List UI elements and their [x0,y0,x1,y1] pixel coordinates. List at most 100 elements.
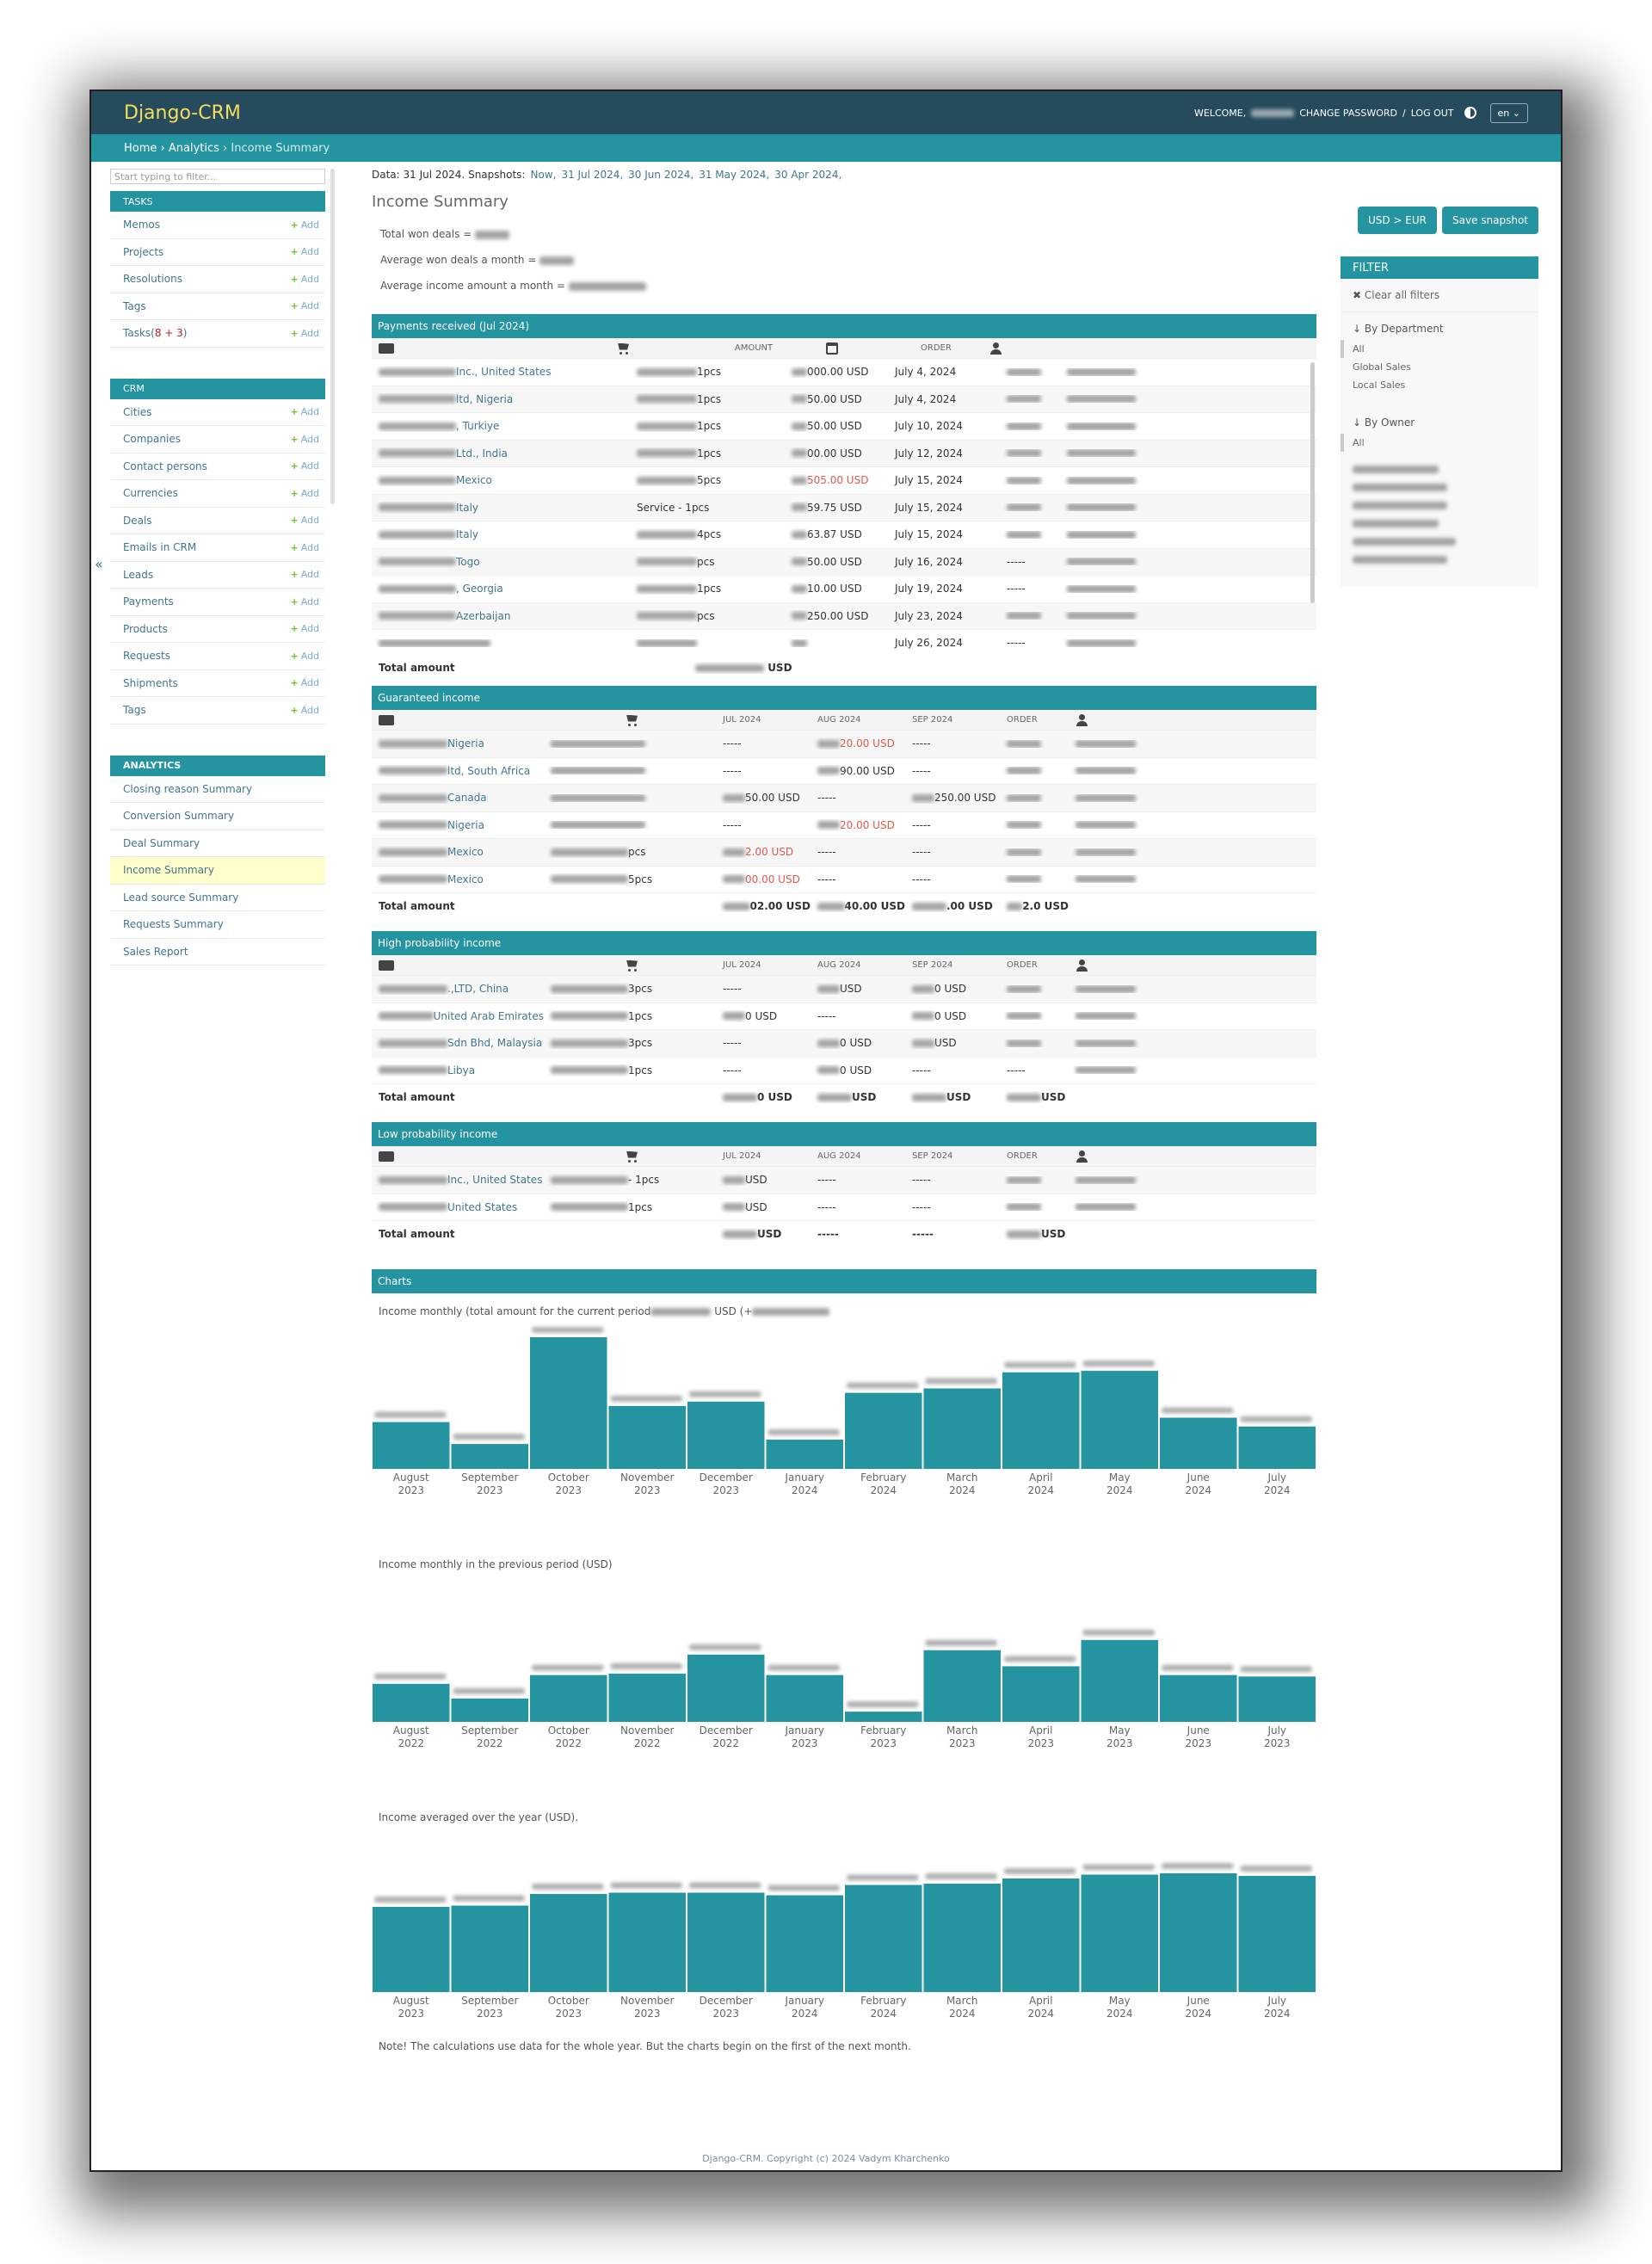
chart-bar[interactable] [1002,1373,1080,1469]
table-row[interactable]: ltd, Nigeria 1pcs 50.00 USD July 4, 2024 [372,386,1316,414]
owner-option-redacted[interactable] [1353,553,1526,565]
chart-bar[interactable] [1160,1675,1237,1722]
table-row[interactable]: Libya 1pcs ----- 0 USD ----- ----- [372,1058,1316,1085]
chart-bar[interactable] [1160,1873,1237,1992]
snapshot-link[interactable]: 31 May 2024, [699,169,769,181]
change-password-link[interactable]: CHANGE PASSWORD [1299,108,1397,119]
language-select[interactable]: en ⌄ [1490,103,1528,123]
chart-bar[interactable] [687,1893,765,1993]
chart-bar[interactable] [1082,1875,1159,1993]
company-cell[interactable]: ltd, Nigeria [372,393,630,405]
company-name[interactable]: Nigeria [447,819,484,831]
owner-option-redacted[interactable] [1353,517,1526,529]
company-cell[interactable] [372,639,630,647]
filter-option[interactable]: Local Sales [1341,376,1538,394]
add-link[interactable]: + Add [290,651,319,662]
company-name[interactable]: Canada [447,792,487,804]
add-link[interactable]: + Add [290,406,319,417]
snapshot-link[interactable]: 30 Apr 2024, [774,169,841,181]
company-cell[interactable]: , Georgia [372,583,630,595]
add-link[interactable]: + Add [290,219,319,231]
filter-option[interactable]: Global Sales [1341,358,1538,376]
add-link[interactable]: + Add [290,623,319,634]
snapshot-link[interactable]: 31 Jul 2024, [561,169,623,181]
add-link[interactable]: + Add [290,542,319,553]
company-name[interactable]: Nigeria [447,737,484,750]
table-row[interactable]: , Georgia 1pcs 10.00 USD July 19, 2024 ----- [372,576,1316,603]
sidebar-item[interactable]: Requests Summary [110,911,325,939]
add-link[interactable]: + Add [290,460,319,472]
sidebar-item[interactable]: Projects + Add [110,239,325,267]
company-name[interactable]: Mexico [456,474,492,486]
sidebar-item[interactable]: Deals + Add [110,508,325,535]
chart-bar[interactable] [1239,1676,1316,1722]
company-name[interactable]: United Arab Emirates [434,1010,544,1022]
chart-bar[interactable] [530,1894,607,1992]
sidebar-item[interactable]: Sales Report [110,939,325,966]
sidebar-item[interactable]: Tags + Add [110,697,325,725]
company-name[interactable]: ltd, South Africa [447,765,530,777]
chart-bar[interactable] [1002,1666,1080,1722]
company-cell[interactable]: Italy [372,502,630,514]
breadcrumb-home[interactable]: Home [124,142,157,155]
table-row[interactable]: Nigeria ----- 20.00 USD ----- [372,731,1316,758]
sidebar-item[interactable]: Shipments + Add [110,670,325,698]
table-row[interactable]: Ltd., India 1pcs 00.00 USD July 12, 2024 [372,441,1316,468]
sidebar-item[interactable]: Resolutions + Add [110,266,325,293]
sidebar-item[interactable]: Lead source Summary [110,885,325,912]
theme-toggle-icon[interactable] [1464,107,1476,119]
chart-bar[interactable] [845,1712,922,1722]
company-name[interactable]: Inc., United States [447,1174,542,1186]
company-name[interactable]: ltd, Nigeria [456,393,513,405]
table-scrollbar[interactable] [1310,362,1315,603]
company-name[interactable]: .,LTD, China [447,983,509,995]
company-name[interactable]: Togo [456,556,480,568]
chart-bar[interactable] [1082,1640,1159,1722]
company-cell[interactable]: Mexico [372,846,544,858]
snapshot-link[interactable]: Now, [530,169,556,181]
company-cell[interactable]: Inc., United States [372,1174,544,1186]
sidebar-item[interactable]: Leads + Add [110,562,325,589]
chart-bar[interactable] [530,1337,607,1469]
add-link[interactable]: + Add [290,705,319,716]
company-name[interactable]: United States [447,1201,517,1213]
table-row[interactable]: Inc., United States 1pcs 000.00 USD July 4,… [372,359,1316,386]
owner-option-redacted[interactable] [1353,463,1526,475]
chart-bar[interactable] [845,1393,922,1469]
currency-convert-button[interactable]: USD > EUR [1358,207,1437,234]
add-link[interactable]: + Add [290,300,319,312]
chart-bar[interactable] [687,1402,765,1469]
chart-bar[interactable] [767,1896,844,1993]
chart-bar[interactable] [1239,1876,1316,1992]
sidebar-item[interactable]: Payments + Add [110,589,325,616]
company-cell[interactable]: Italy [372,528,630,540]
table-row[interactable]: Sdn Bhd, Malaysia 3pcs ----- 0 USD USD [372,1030,1316,1058]
sidebar-item[interactable]: Tags + Add [110,293,325,321]
company-cell[interactable]: Togo [372,556,630,568]
company-cell[interactable]: Mexico [372,474,630,486]
chart-bar[interactable] [924,1650,1002,1722]
add-link[interactable]: + Add [290,274,319,285]
sidebar-item[interactable]: Tasks (8 + 3) + Add [110,320,325,348]
add-link[interactable]: + Add [290,328,319,339]
add-link[interactable]: + Add [290,596,319,608]
company-cell[interactable]: , Turkiye [372,420,630,432]
sidebar-item[interactable]: Memos + Add [110,212,325,239]
table-row[interactable]: Azerbaijan pcs 250.00 USD July 23, 2024 [372,603,1316,631]
table-row[interactable]: United States 1pcs USD ----- ----- [372,1194,1316,1222]
sidebar-scrollbar[interactable] [330,169,335,504]
company-name[interactable]: Mexico [447,846,484,858]
company-name[interactable]: , Turkiye [456,420,499,432]
chart-bar[interactable] [609,1893,687,1993]
add-link[interactable]: + Add [290,488,319,499]
chart-bar[interactable] [373,1907,450,1992]
sidebar-item[interactable]: Currencies + Add [110,480,325,508]
company-cell[interactable]: Libya [372,1064,544,1076]
table-row[interactable]: Italy Service - 1pcs 59.75 USD July 15, 202… [372,495,1316,522]
sidebar-item[interactable]: Conversion Summary [110,803,325,830]
company-cell[interactable]: Canada [372,792,544,804]
chart-bar[interactable] [924,1389,1002,1470]
breadcrumb-analytics[interactable]: Analytics [169,142,219,155]
table-row[interactable]: Togo pcs 50.00 USD July 16, 2024 ----- [372,549,1316,577]
company-cell[interactable]: ltd, South Africa [372,765,544,777]
